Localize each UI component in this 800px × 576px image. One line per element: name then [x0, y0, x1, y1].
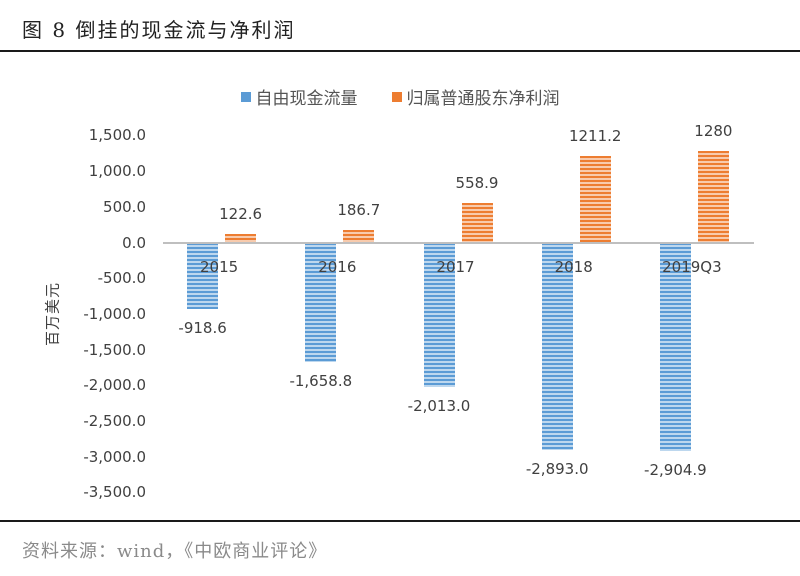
bottom-rule [0, 520, 800, 522]
data-label-net-income: 122.6 [219, 205, 263, 224]
y-tick: 1,500.0 [88, 126, 146, 144]
bar-net-income [697, 151, 729, 243]
y-axis-title: 百万美元 [43, 281, 62, 347]
legend-label: 归属普通股东净利润 [406, 89, 560, 109]
bar-free-cash-flow [187, 243, 219, 309]
legend-swatch-orange-icon [391, 91, 402, 102]
data-label-free-cash-flow: -2,904.9 [644, 460, 707, 479]
y-tick: 500.0 [103, 198, 146, 216]
x-category-label: 2017 [436, 258, 475, 276]
chart-legend: 自由现金流量 归属普通股东净利润 [0, 84, 800, 109]
top-rule [0, 50, 800, 52]
bar-net-income [579, 156, 611, 243]
bar-net-income [461, 203, 493, 243]
y-tick: 1,000.0 [88, 162, 146, 180]
y-tick: -2,500.0 [83, 412, 146, 430]
legend-swatch-blue-icon [240, 91, 251, 102]
y-tick: -3,000.0 [83, 448, 146, 466]
bar-free-cash-flow [659, 243, 691, 451]
y-tick: -1,000.0 [83, 305, 146, 323]
data-label-net-income: 186.7 [337, 200, 381, 219]
y-tick: -500.0 [97, 269, 146, 287]
figure-title: 图 8 倒挂的现金流与净利润 [22, 18, 296, 42]
zero-axis-line [163, 242, 754, 244]
x-category-label: 2019Q3 [662, 258, 722, 276]
data-label-free-cash-flow: -1,658.8 [289, 371, 353, 390]
x-category-label: 2016 [318, 258, 357, 276]
y-tick: -1,500.0 [83, 341, 146, 359]
data-label-net-income: 1280 [694, 122, 733, 141]
data-label-free-cash-flow: -2,013.0 [407, 396, 471, 415]
data-label-net-income: 558.9 [455, 174, 499, 193]
legend-item-free-cash-flow: 自由现金流量 [240, 84, 358, 109]
bar-free-cash-flow [423, 243, 455, 387]
y-tick: 0.0 [122, 234, 146, 252]
bar-free-cash-flow [305, 243, 337, 362]
y-tick: -3,500.0 [83, 483, 146, 501]
legend-item-net-income: 归属普通股东净利润 [391, 84, 560, 109]
bar-net-income [343, 229, 375, 243]
bar-free-cash-flow [541, 243, 573, 450]
x-category-label: 2018 [554, 258, 593, 276]
y-tick: -2,000.0 [83, 376, 146, 394]
data-label-free-cash-flow: -2,893.0 [525, 459, 589, 478]
data-label-free-cash-flow: -918.6 [178, 318, 227, 337]
data-label-net-income: 1211.2 [568, 127, 622, 146]
legend-label: 自由现金流量 [255, 89, 358, 109]
bar-net-income [225, 234, 257, 243]
x-category-label: 2015 [200, 258, 239, 276]
source-note: 资料来源：wind，《中欧商业评论》 [22, 541, 328, 562]
